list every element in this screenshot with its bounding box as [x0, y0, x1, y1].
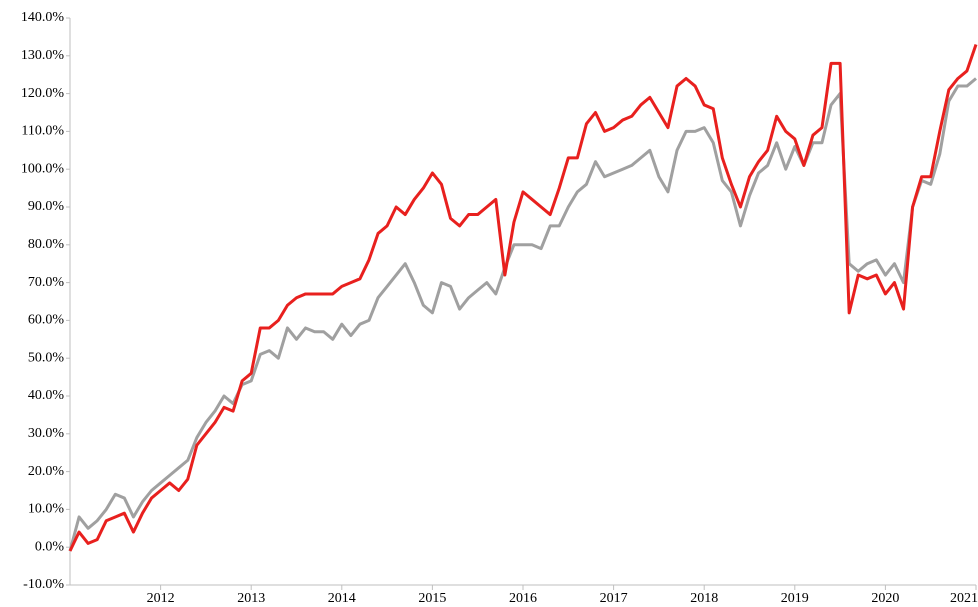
y-tick-label: 130.0% — [21, 48, 65, 63]
y-tick-label: 110.0% — [21, 124, 64, 139]
x-tick-label: 2017 — [600, 591, 628, 606]
y-tick-label: 20.0% — [28, 464, 65, 479]
y-tick-label: 10.0% — [28, 502, 65, 517]
y-tick-label: 0.0% — [35, 539, 65, 554]
y-tick-label: 50.0% — [28, 350, 65, 365]
y-tick-label: -10.0% — [23, 577, 64, 592]
x-tick-label: 2018 — [690, 591, 718, 606]
y-tick-label: 120.0% — [21, 86, 65, 101]
y-tick-label: 80.0% — [28, 237, 65, 252]
y-tick-label: 140.0% — [21, 10, 65, 25]
y-tick-label: 100.0% — [21, 161, 65, 176]
y-tick-label: 90.0% — [28, 199, 65, 214]
x-tick-label: 2020 — [871, 591, 899, 606]
x-tick-label: 2015 — [418, 591, 446, 606]
x-tick-label: 2013 — [237, 591, 265, 606]
series-line — [68, 77, 977, 552]
y-tick-label: 30.0% — [28, 426, 65, 441]
x-tick-label: 2019 — [781, 591, 809, 606]
x-tick-label: 2014 — [328, 591, 356, 606]
x-tick-label: 2016 — [509, 591, 537, 606]
series-line — [68, 43, 978, 552]
x-tick-label: 2012 — [147, 591, 175, 606]
y-tick-label: 40.0% — [28, 388, 65, 403]
x-tick-label: 2021 — [950, 591, 978, 606]
y-tick-label: 70.0% — [28, 275, 65, 290]
y-tick-label: 60.0% — [28, 313, 65, 328]
